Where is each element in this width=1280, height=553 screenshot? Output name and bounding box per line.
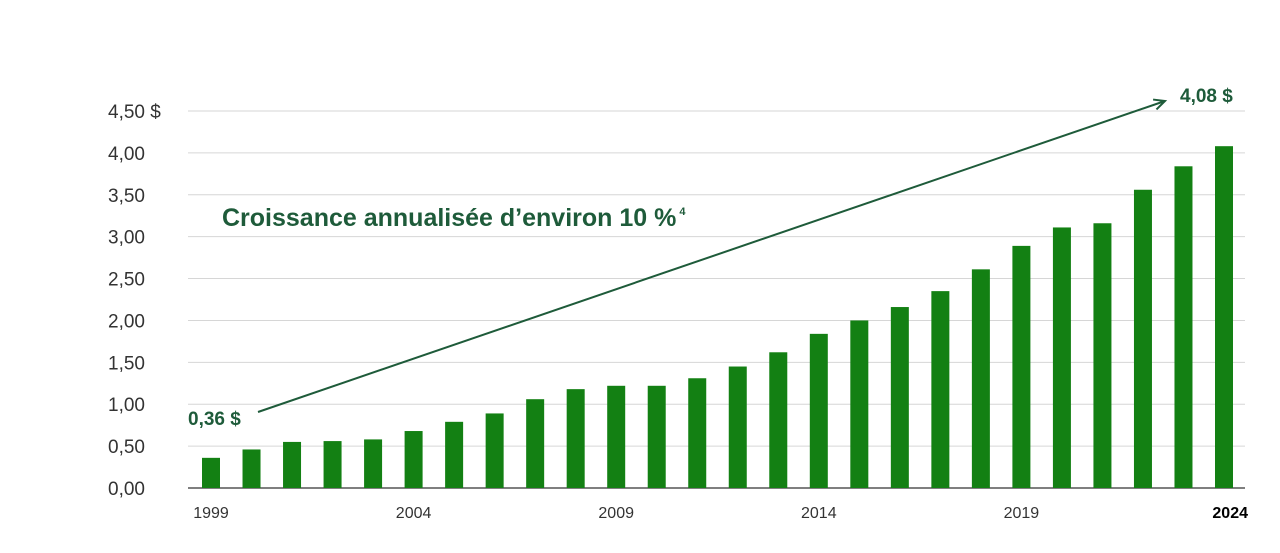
y-tick-label: 4,50 $ xyxy=(108,102,161,123)
bars xyxy=(202,146,1233,489)
bar-2020 xyxy=(1052,227,1071,488)
x-tick-label: 2019 xyxy=(1004,505,1040,522)
y-tick-label: 4,00 xyxy=(108,144,145,165)
y-axis-ticks: 0,00 0,50 1,00 1,50 2,00 2,50 3,00 3,50 4,00 4,50… xyxy=(108,102,161,500)
growth-annotation: Croissance annualisée d’environ 10 % 4 xyxy=(222,204,686,232)
end-value-label: 4,08 $ xyxy=(1180,86,1233,107)
bar-2024 xyxy=(1215,146,1233,489)
bar-2007 xyxy=(526,399,545,488)
bar-2009 xyxy=(607,385,626,488)
x-tick-label: 1999 xyxy=(193,505,229,522)
bar-2006 xyxy=(485,413,504,488)
bar-2016 xyxy=(890,307,909,488)
bar-2000 xyxy=(242,449,261,488)
bar-2019 xyxy=(1012,245,1031,488)
y-tick-label: 3,00 xyxy=(108,228,145,249)
growth-arrow-head xyxy=(1152,98,1168,111)
bar-2001 xyxy=(283,441,302,488)
y-tick-label: 3,50 xyxy=(108,186,145,207)
bar-2018 xyxy=(971,269,990,488)
x-axis-ticks: 1999 2004 2009 2014 2019 2024 xyxy=(193,505,1248,522)
bar-2017 xyxy=(931,291,950,488)
bar-2008 xyxy=(566,389,585,488)
y-tick-label: 2,00 xyxy=(108,311,145,332)
x-tick-label: 2009 xyxy=(598,505,634,522)
bar-2003 xyxy=(364,439,383,488)
bar-2004 xyxy=(404,431,423,488)
y-tick-label: 0,00 xyxy=(108,479,145,500)
bar-2014 xyxy=(809,333,828,488)
growth-arrow-line xyxy=(257,100,1166,413)
bar-2021 xyxy=(1093,223,1112,489)
y-tick-label: 2,50 xyxy=(108,270,145,291)
bar-2002 xyxy=(323,441,342,488)
bar-2015 xyxy=(850,320,869,488)
x-tick-label: 2024 xyxy=(1212,505,1248,522)
bar-1999 xyxy=(202,457,220,488)
bar-2005 xyxy=(445,421,464,488)
bar-2022 xyxy=(1133,189,1152,489)
y-tick-label: 0,50 xyxy=(108,437,145,458)
start-value-label: 0,36 $ xyxy=(188,409,241,430)
growth-annotation-superscript: 4 xyxy=(679,206,686,218)
gridlines xyxy=(188,110,1245,489)
bar-2012 xyxy=(728,366,747,488)
x-tick-label: 2014 xyxy=(801,505,837,522)
y-tick-label: 1,00 xyxy=(108,395,145,416)
bar-2010 xyxy=(647,385,666,488)
y-tick-label: 1,50 xyxy=(108,353,145,374)
bar-2013 xyxy=(769,352,788,488)
bar-2011 xyxy=(688,378,707,488)
growth-annotation-text: Croissance annualisée d’environ 10 % xyxy=(222,204,676,232)
bar-2023 xyxy=(1174,166,1193,488)
x-tick-label: 2004 xyxy=(396,505,432,522)
